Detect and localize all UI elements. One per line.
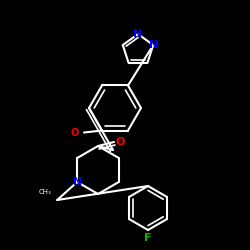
Text: CH₃: CH₃	[39, 189, 52, 195]
Text: F: F	[144, 233, 152, 243]
Text: N: N	[72, 177, 82, 187]
Text: O: O	[71, 128, 79, 138]
Text: N: N	[148, 40, 158, 50]
Text: N: N	[134, 29, 142, 39]
Text: O: O	[115, 137, 125, 147]
